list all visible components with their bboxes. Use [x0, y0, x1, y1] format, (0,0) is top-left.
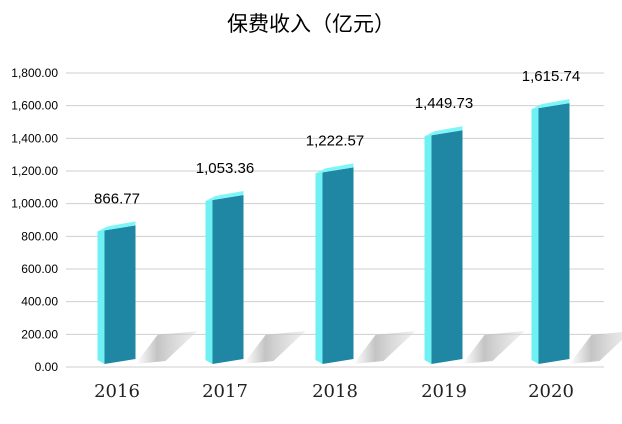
data-label: 1,449.73 [415, 95, 473, 112]
x-tick-label: 2018 [312, 381, 358, 402]
bar-shadow [243, 331, 306, 364]
bar-side [531, 108, 539, 365]
bar-side [315, 172, 323, 364]
data-label: 1,053.36 [196, 160, 254, 177]
y-tick-label: 600.00 [21, 262, 58, 276]
bar-shadow [353, 331, 416, 364]
x-tick-label: 2020 [528, 381, 574, 402]
bar-side [424, 135, 432, 364]
bar [212, 194, 244, 364]
bar [538, 103, 570, 365]
bar-top [97, 221, 136, 232]
bar-top [424, 126, 463, 137]
bar-shadow [135, 331, 198, 364]
x-tick-label: 2019 [421, 381, 467, 402]
y-tick-label: 0.00 [35, 360, 59, 374]
y-tick-label: 1,200.00 [11, 164, 58, 178]
bar-side [205, 199, 213, 364]
y-tick-label: 1,600.00 [11, 99, 58, 113]
y-tick-label: 800.00 [21, 229, 58, 243]
data-label: 1,222.57 [306, 132, 364, 149]
data-label: 866.77 [94, 190, 140, 207]
y-tick-label: 200.00 [21, 327, 58, 341]
bar-top [531, 99, 570, 110]
y-tick-label: 400.00 [21, 295, 58, 309]
bar [431, 130, 463, 364]
bar-side [97, 230, 105, 364]
bar-top [205, 190, 244, 201]
chart-title: 保费收入（亿元） [227, 12, 395, 36]
bar [322, 167, 354, 364]
x-tick-label: 2017 [202, 381, 248, 402]
data-label: 1,615.74 [522, 68, 580, 85]
bar-top [315, 163, 354, 174]
bar-shadow [569, 331, 622, 364]
x-tick-label: 2016 [94, 381, 140, 402]
bar [104, 225, 136, 364]
y-tick-label: 1,800.00 [11, 66, 58, 80]
y-tick-label: 1,000.00 [11, 197, 58, 211]
bar-shadow [462, 331, 525, 364]
y-tick-label: 1,400.00 [11, 131, 58, 145]
